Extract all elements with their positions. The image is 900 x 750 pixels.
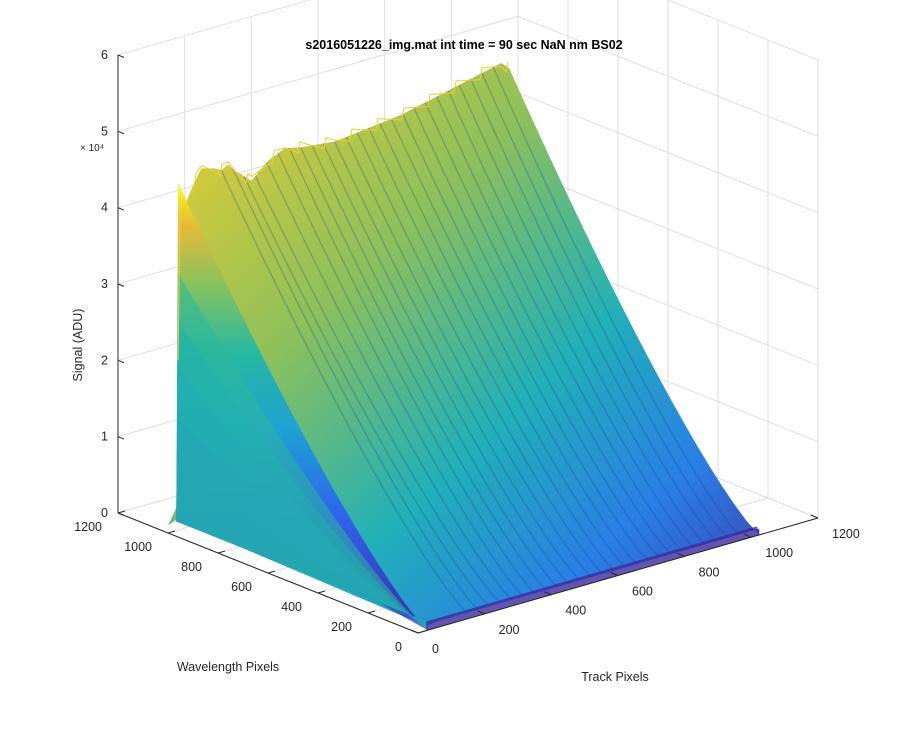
surface-streak: [232, 168, 484, 615]
surface-streak: [266, 162, 518, 606]
grid-line: [517, 168, 819, 290]
z-tick-label: 5: [101, 124, 108, 138]
surface-streak: [481, 72, 733, 544]
x-tick-label: 1000: [765, 546, 793, 560]
surface-streak: [436, 96, 688, 557]
surface-streak: [413, 107, 665, 563]
surface-streak: [345, 136, 597, 583]
y-tick-mark: [417, 630, 426, 634]
y-tick-mark: [117, 510, 126, 514]
y-tick-label: 200: [331, 620, 352, 634]
surface-streak: [424, 102, 676, 560]
surface-streak: [322, 143, 574, 589]
grid-line: [666, 0, 819, 61]
z-tick-label: 1: [101, 430, 108, 444]
z-tick-label: 6: [101, 48, 108, 62]
y-axis-label: Wavelength Pixels: [177, 660, 279, 674]
surface-streak: [220, 170, 472, 619]
grid-line: [517, 15, 819, 137]
z-multiplier-label: × 10⁴: [80, 143, 104, 154]
surface-streak: [277, 153, 529, 602]
surface-streak: [254, 175, 506, 609]
y-tick-label: 800: [181, 560, 202, 574]
surface-front-edge: [426, 526, 760, 631]
y-tick-label: 1200: [74, 520, 102, 534]
x-tick-label: 800: [699, 565, 720, 579]
y-tick-mark: [267, 570, 276, 574]
x-tick-mark: [477, 610, 485, 615]
x-tick-label: 400: [565, 604, 586, 618]
data-surface: [168, 61, 760, 631]
z-tick-mark: [117, 359, 125, 364]
z-tick-label: 2: [101, 353, 108, 367]
y-tick-label: 400: [281, 600, 302, 614]
grid-line: [117, 0, 312, 56]
z-tick-mark: [117, 512, 125, 516]
surface-streaks: [220, 67, 744, 619]
surface-streak: [243, 175, 495, 612]
y-tick-mark: [167, 530, 176, 534]
y-tick-label: 0: [395, 640, 402, 654]
grid-line: [117, 15, 519, 132]
z-tick-label: 4: [101, 201, 108, 215]
surface-band: [176, 273, 428, 631]
surface-streak: [458, 84, 710, 550]
z-tick-label: 0: [101, 506, 108, 520]
z-tick-mark: [117, 436, 125, 440]
x-tick-mark: [810, 514, 819, 519]
surface-streak: [379, 123, 631, 573]
surface-ridge: [177, 61, 509, 361]
z-tick-mark: [117, 207, 125, 211]
x-tick-label: 1200: [832, 527, 860, 541]
surface-band: [176, 467, 428, 631]
x-tick-mark: [610, 572, 619, 576]
x-tick-label: 200: [499, 623, 520, 637]
surface-streak: [390, 118, 642, 570]
surface-streak: [368, 127, 620, 576]
x-tick-mark: [410, 629, 419, 634]
z-axis-label: Signal (ADU): [71, 309, 85, 382]
grid-line: [517, 92, 819, 214]
y-tick-mark: [367, 610, 376, 614]
x-axis-label: Track Pixels: [581, 670, 649, 684]
y-tick-mark: [217, 550, 226, 554]
y-tick-label: 600: [231, 580, 252, 594]
z-tick-mark: [117, 54, 125, 58]
surface-streak: [402, 113, 654, 566]
surface-streak: [492, 67, 744, 540]
surface-streak: [288, 147, 540, 599]
x-tick-mark: [544, 591, 552, 596]
surface-streak: [311, 145, 563, 593]
x-tick-label: 600: [632, 585, 653, 599]
chart-title: s2016051226_img.mat int time = 90 sec Na…: [305, 38, 622, 52]
x-tick-mark: [677, 552, 685, 557]
surface-streak: [334, 141, 586, 586]
x-tick-label: 0: [432, 642, 439, 656]
surface-streak: [300, 147, 552, 596]
y-tick-mark: [317, 590, 326, 594]
x-tick-mark: [744, 533, 752, 538]
z-tick-mark: [117, 130, 125, 135]
surface-streak: [447, 90, 699, 553]
z-tick-label: 3: [101, 277, 108, 291]
z-tick-mark: [117, 283, 125, 287]
y-tick-label: 1000: [124, 540, 152, 554]
surface-streak: [356, 132, 608, 580]
surface-streak: [470, 78, 722, 547]
